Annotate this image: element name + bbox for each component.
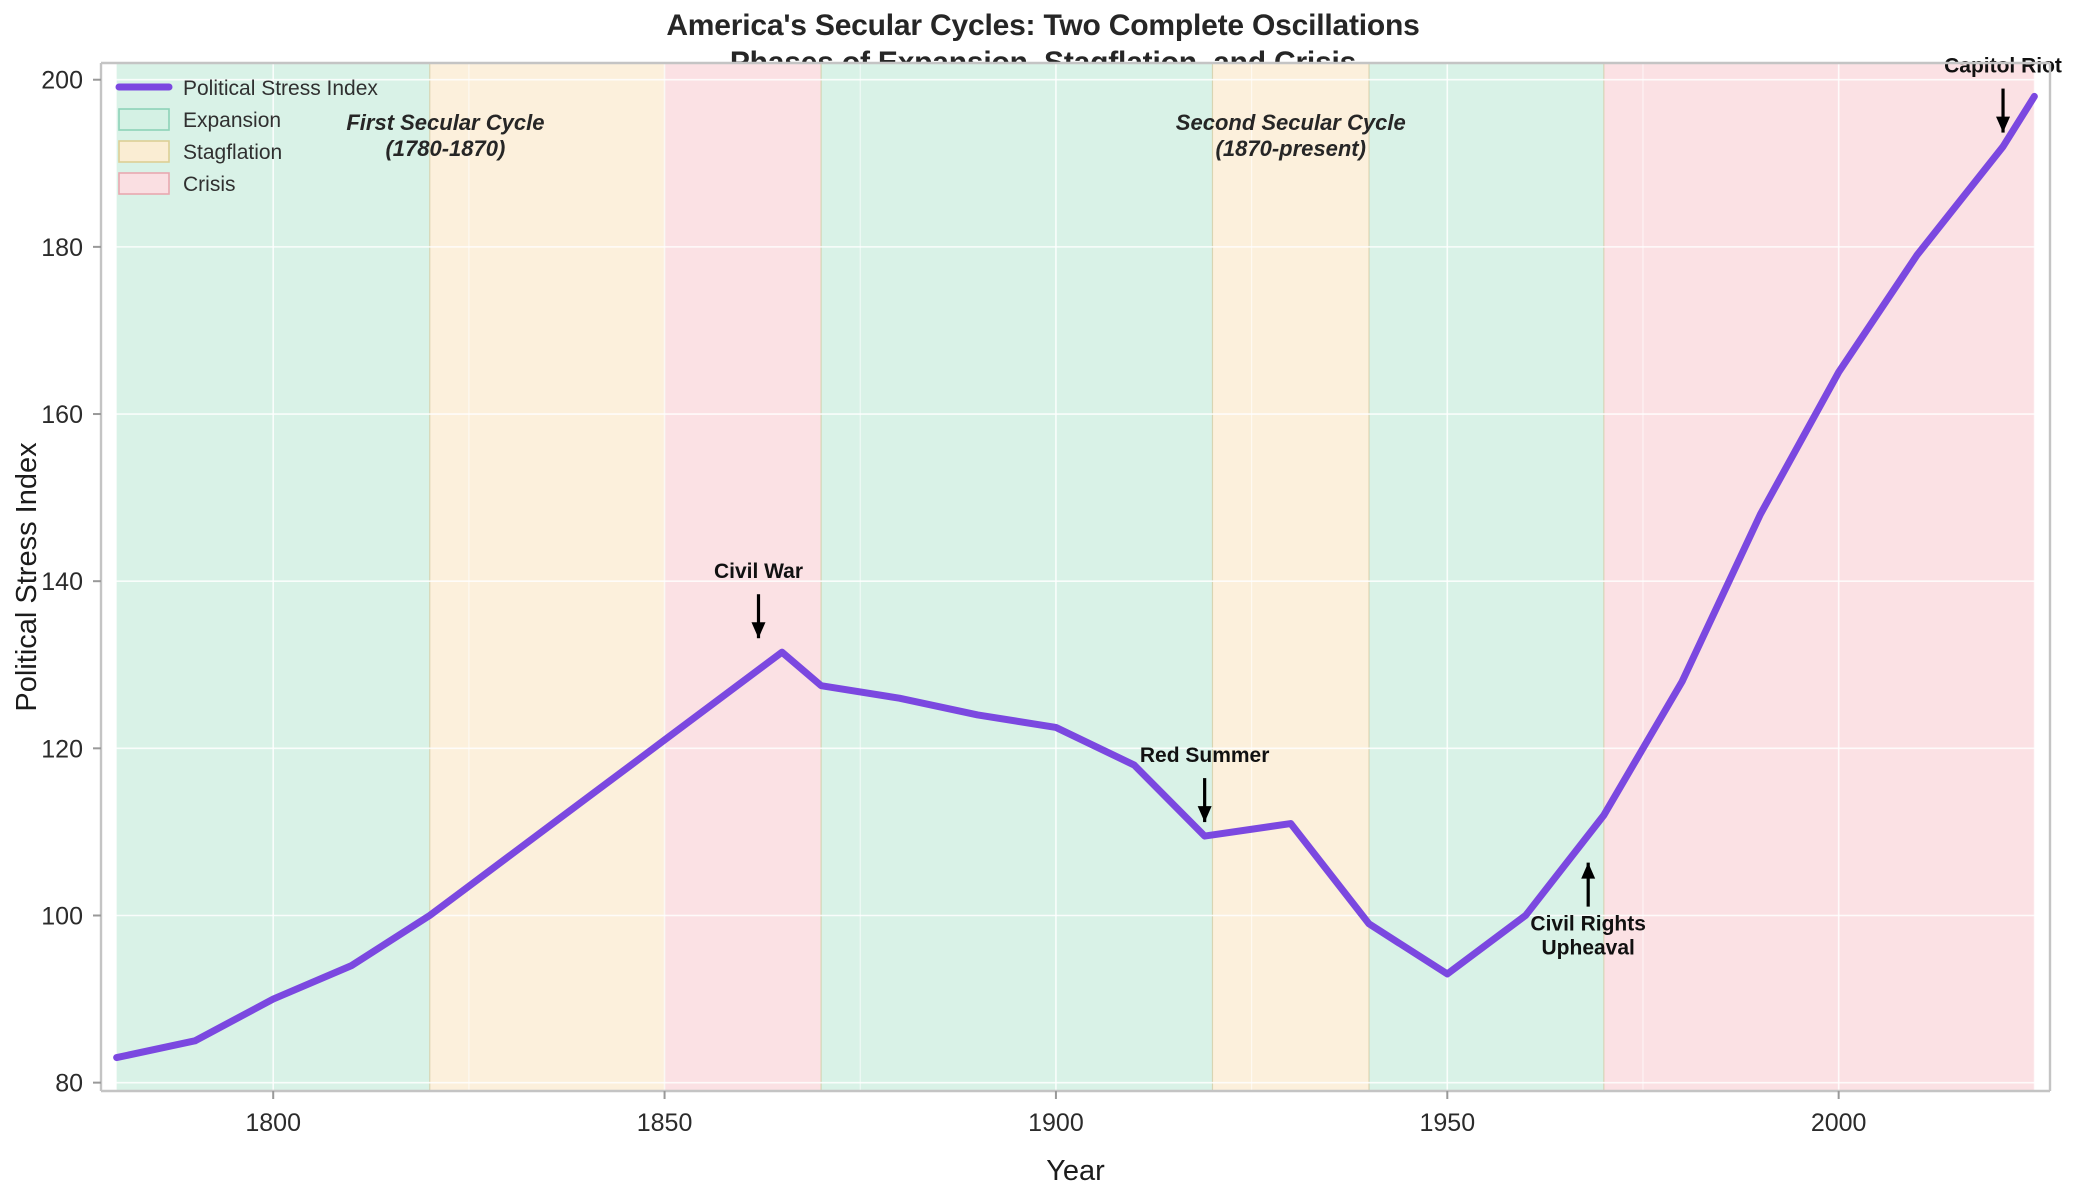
annotation-label: Civil War xyxy=(714,560,803,583)
y-axis-title: Political Stress Index xyxy=(11,442,43,712)
annotation-arrow-head xyxy=(1581,862,1596,879)
y-tick-label: 160 xyxy=(41,401,83,429)
cycle-label-name: Second Secular Cycle xyxy=(1176,110,1406,135)
legend-color-swatch xyxy=(118,140,170,163)
legend-label: Crisis xyxy=(183,173,236,196)
phase-band-crisis xyxy=(1603,63,2035,1091)
axes: 80 100 120 140 160 180 200 1800 1850 1900 1950 2000… xyxy=(11,61,2052,1185)
y-tick-label: 140 xyxy=(41,568,83,596)
annotation-arrow-head xyxy=(1197,806,1212,823)
legend-label: Political Stress Index xyxy=(183,77,378,100)
y-tick-label: 100 xyxy=(41,902,83,930)
y-tick-label: 80 xyxy=(55,1070,83,1098)
annotation-label: Civil Rights xyxy=(1530,913,1646,936)
phase-band-expansion xyxy=(1369,63,1604,1091)
series-line-political-stress-index xyxy=(113,92,2038,1062)
annotation-label: Red Summer xyxy=(1140,744,1270,767)
x-tick-label: 1950 xyxy=(1419,1109,1475,1137)
grid-lines xyxy=(101,63,2050,1091)
annotation-label: Upheaval xyxy=(1542,937,1635,960)
legend-color-swatch xyxy=(118,172,170,195)
legend-item-political-stress-index[interactable]: Political Stress Index xyxy=(115,77,378,100)
legend-label: Stagflation xyxy=(183,141,282,164)
x-tick-label: 1800 xyxy=(245,1109,301,1137)
cycle-label-name: First Secular Cycle xyxy=(346,110,544,135)
phase-bands xyxy=(116,63,2035,1091)
phase-band-stagflation xyxy=(429,63,665,1091)
chart-legend[interactable]: Political Stress Index Expansion Stagflati… xyxy=(115,77,378,196)
data-series xyxy=(113,92,2038,1062)
cycle-label-range: (1780-1870) xyxy=(385,136,505,161)
legend-label: Expansion xyxy=(183,109,281,132)
annotation-label: Capitol Riot xyxy=(1944,55,2062,78)
x-axis-title: Year xyxy=(1046,1155,1105,1185)
legend-color-swatch xyxy=(118,108,170,131)
legend-item-stagflation[interactable]: Stagflation xyxy=(118,140,282,164)
annotation-red-summer: Red Summer xyxy=(1140,744,1270,823)
annotation-arrow-head xyxy=(751,622,766,639)
cycle-label: Second Secular Cycle(1870-present) xyxy=(1176,110,1406,161)
cycle-label-range: (1870-present) xyxy=(1216,136,1366,161)
chart-title-main: America's Secular Cycles: Two Complete O… xyxy=(666,9,1420,42)
x-tick-label: 1850 xyxy=(637,1109,693,1137)
phase-band-expansion xyxy=(821,63,1213,1091)
annotation-capitol-riot: Capitol Riot xyxy=(1944,55,2062,133)
cycle-label: First Secular Cycle(1780-1870) xyxy=(346,110,544,161)
y-tick-label: 120 xyxy=(41,735,83,763)
phase-band-stagflation xyxy=(1212,63,1370,1091)
annotation-arrow-head xyxy=(1996,116,2011,133)
y-tick-label: 180 xyxy=(41,234,83,262)
annotation-civil-war: Civil War xyxy=(714,560,803,639)
x-tick-label: 2000 xyxy=(1811,1109,1867,1137)
legend-item-crisis[interactable]: Crisis xyxy=(118,172,236,196)
y-tick-label: 200 xyxy=(41,67,83,95)
phase-band-crisis xyxy=(664,63,822,1091)
legend-item-expansion[interactable]: Expansion xyxy=(118,108,281,132)
cycle-labels: First Secular Cycle(1780-1870) Second Sec… xyxy=(346,110,1405,161)
x-tick-label: 1900 xyxy=(1028,1109,1084,1137)
